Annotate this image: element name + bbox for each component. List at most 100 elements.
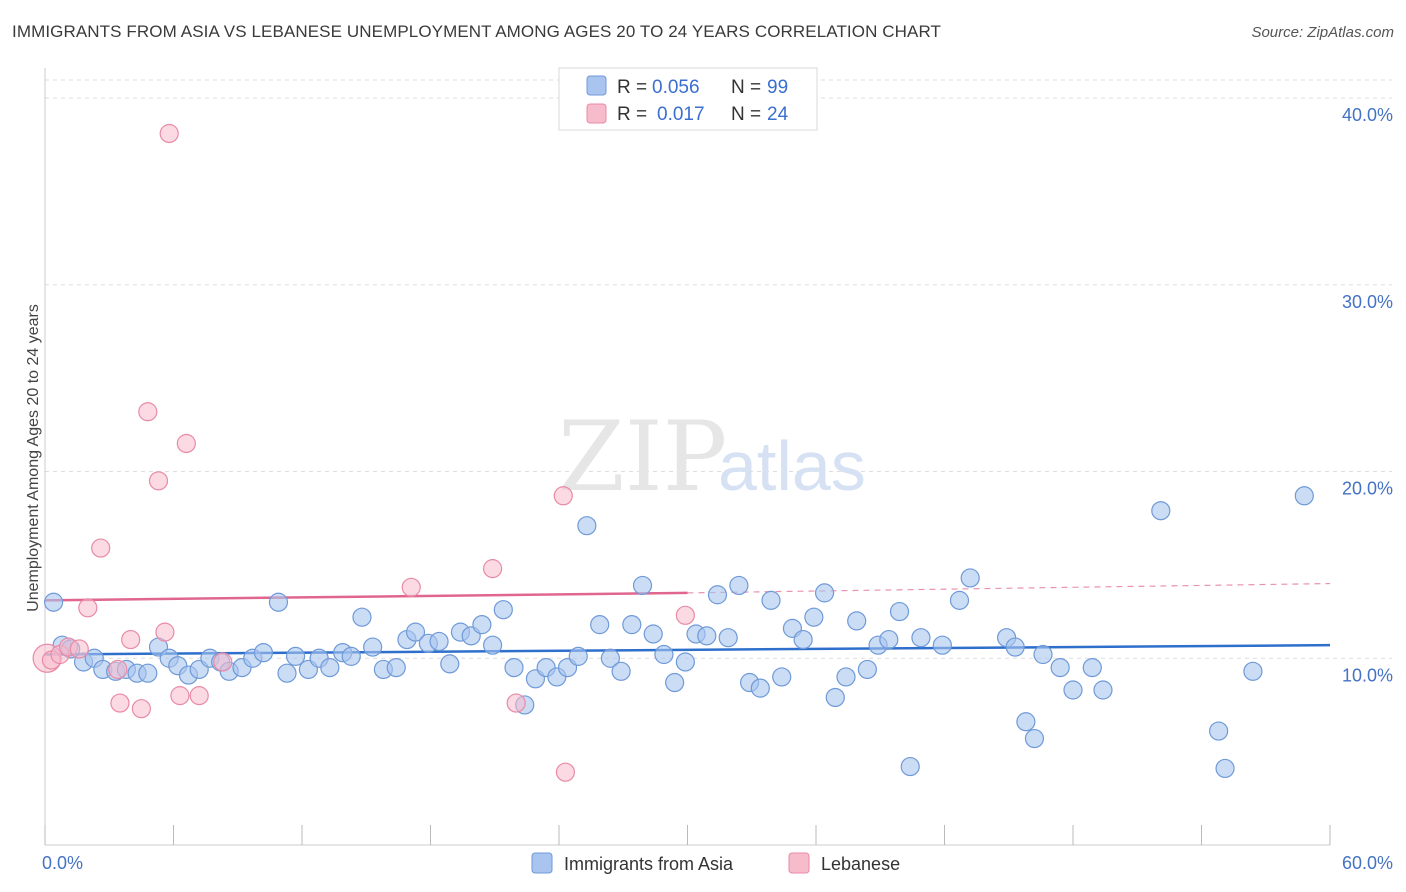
- point-asia-81: [911, 628, 931, 648]
- chart-title: IMMIGRANTS FROM ASIA VS LEBANESE UNEMPLO…: [12, 22, 942, 41]
- point-asia-97: [1243, 661, 1263, 681]
- bottom-legend-label-lebanese: Lebanese: [821, 854, 900, 874]
- point-asia-74: [836, 667, 856, 687]
- point-asia-37: [440, 654, 460, 674]
- watermark: ZIP atlas: [558, 401, 866, 513]
- point-lebanese-24: [675, 605, 695, 625]
- point-asia-95: [1209, 721, 1229, 741]
- point-lebanese-10: [131, 699, 151, 719]
- bottom-legend-label-asia: Immigrants from Asia: [564, 854, 734, 874]
- point-asia-94: [1151, 501, 1171, 521]
- point-asia-73: [825, 687, 845, 708]
- point-asia-32: [386, 657, 406, 678]
- x-tick-label-1: 60.0%: [1342, 853, 1393, 873]
- point-asia-90: [1050, 657, 1070, 678]
- point-lebanese-4: [69, 639, 89, 659]
- x-tick-label-0: 0.0%: [42, 853, 83, 873]
- watermark-zip: ZIP: [558, 401, 727, 513]
- point-asia-42: [493, 600, 513, 620]
- point-asia-49: [568, 646, 588, 666]
- point-asia-79: [889, 601, 910, 622]
- point-asia-91: [1063, 680, 1083, 700]
- legend-r-label-lebanese: R =: [617, 104, 647, 125]
- y-tick-label-1: 20.0%: [1342, 479, 1393, 499]
- point-asia-68: [772, 667, 792, 687]
- point-asia-76: [857, 659, 878, 680]
- point-asia-82: [932, 635, 952, 655]
- watermark-atlas: atlas: [718, 427, 866, 505]
- point-asia-83: [949, 590, 970, 610]
- point-asia-30: [363, 637, 383, 657]
- point-asia-63: [718, 628, 738, 648]
- point-asia-64: [729, 575, 749, 596]
- point-lebanese-19: [401, 577, 421, 597]
- point-lebanese-6: [91, 538, 111, 558]
- point-lebanese-5: [78, 598, 98, 618]
- bottom-legend-swatch-lebanese: [788, 852, 810, 874]
- point-asia-23: [285, 646, 306, 666]
- point-lebanese-20: [483, 559, 503, 579]
- point-asia-66: [750, 678, 770, 698]
- bottom-legend-swatch-asia: [531, 852, 553, 874]
- point-lebanese-14: [159, 123, 179, 144]
- point-asia-78: [879, 629, 899, 650]
- point-lebanese-12: [148, 471, 169, 491]
- y-tick-label-3: 40.0%: [1342, 105, 1393, 125]
- point-asia-88: [1024, 728, 1045, 749]
- point-asia-0: [43, 592, 64, 612]
- point-asia-92: [1082, 657, 1102, 678]
- series-lebanese-points: [32, 123, 695, 782]
- point-asia-36: [429, 631, 449, 652]
- point-asia-87: [1016, 712, 1036, 732]
- point-asia-59: [675, 652, 695, 672]
- point-asia-62: [707, 585, 728, 605]
- source-label: Source: ZipAtlas.com: [1251, 24, 1394, 41]
- point-asia-50: [577, 516, 597, 536]
- point-lebanese-23: [555, 762, 576, 782]
- point-asia-70: [793, 629, 813, 650]
- point-asia-67: [761, 590, 781, 610]
- trend-line-lebanese: [44, 591, 688, 602]
- point-asia-29: [352, 607, 372, 627]
- point-asia-28: [341, 646, 361, 666]
- point-asia-93: [1093, 680, 1113, 700]
- point-asia-53: [611, 661, 631, 681]
- grid-lines: [45, 79, 1392, 659]
- point-lebanese-18: [213, 652, 233, 672]
- point-asia-96: [1215, 758, 1235, 779]
- point-asia-80: [900, 756, 920, 777]
- point-asia-89: [1033, 644, 1053, 665]
- legend-n-value-asia: 99: [767, 77, 788, 98]
- point-asia-20: [253, 643, 274, 663]
- point-lebanese-11: [138, 402, 158, 422]
- point-asia-21: [268, 592, 289, 612]
- point-asia-34: [405, 622, 426, 642]
- point-asia-58: [665, 672, 685, 693]
- point-asia-54: [622, 615, 642, 635]
- legend-n-value-lebanese: 24: [767, 104, 789, 125]
- legend-r-label-asia: R =: [617, 77, 647, 98]
- legend-r-value-asia: 0.056: [652, 77, 700, 98]
- legend-n-label-lebanese: N =: [731, 104, 761, 125]
- tick-labels: 10.0% 20.0% 30.0% 40.0% 0.0% 60.0%: [42, 105, 1393, 873]
- point-asia-71: [804, 607, 824, 627]
- correlation-legend: R = 0.056 N = 99 R = 0.017 N = 24: [558, 67, 818, 131]
- point-asia-43: [504, 657, 524, 678]
- point-lebanese-8: [110, 693, 130, 713]
- point-asia-55: [632, 575, 653, 596]
- trend-line-lebanese-extension: [687, 582, 1331, 594]
- point-asia-56: [643, 624, 663, 644]
- point-lebanese-21: [506, 693, 526, 713]
- y-axis-label: Unemployment Among Ages 20 to 24 years: [25, 304, 42, 612]
- axes: [44, 68, 1331, 846]
- series-asia-points: [43, 486, 1314, 779]
- point-asia-26: [320, 657, 340, 678]
- point-asia-84: [960, 568, 980, 588]
- point-asia-41: [483, 635, 503, 655]
- legend-n-label-asia: N =: [731, 77, 761, 98]
- point-lebanese-15: [170, 686, 190, 706]
- point-lebanese-7: [108, 659, 128, 680]
- point-lebanese-9: [121, 629, 141, 650]
- point-asia-40: [472, 615, 492, 635]
- point-asia-57: [654, 644, 674, 665]
